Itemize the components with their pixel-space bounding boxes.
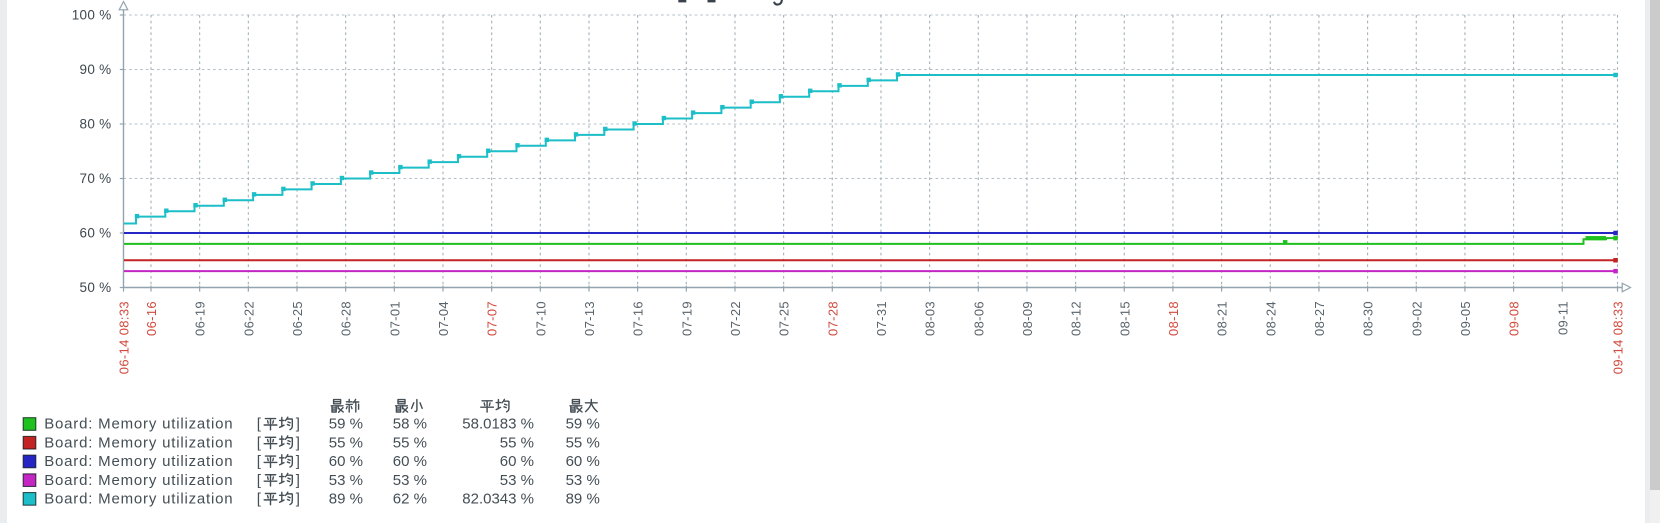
svg-text:08-30: 08-30 (1361, 301, 1376, 336)
svg-text:06-25: 06-25 (290, 301, 305, 336)
svg-text:07-01: 07-01 (387, 301, 402, 336)
svg-text:06-16: 06-16 (144, 301, 159, 336)
svg-text:55 %: 55 % (393, 434, 427, 451)
svg-text:[: [ (257, 453, 262, 470)
svg-text:]: ] (296, 416, 300, 433)
svg-text:]: ] (296, 434, 300, 451)
svg-text:]: ] (296, 490, 300, 507)
svg-text:Board: Memory utilization: Board: Memory utilization (44, 434, 233, 451)
svg-text:09-02: 09-02 (1409, 301, 1424, 336)
svg-text:09-14 08:33: 09-14 08:33 (1611, 301, 1626, 374)
svg-text:07-25: 07-25 (777, 301, 792, 336)
svg-text:09-05: 09-05 (1458, 301, 1473, 336)
svg-text:60 %: 60 % (80, 226, 112, 241)
svg-text:06-19: 06-19 (193, 301, 208, 336)
svg-text:07-22: 07-22 (728, 301, 743, 336)
svg-text:07-04: 07-04 (436, 301, 451, 336)
svg-text:55 %: 55 % (329, 434, 363, 451)
svg-text:07-13: 07-13 (582, 301, 597, 336)
svg-text:07-19: 07-19 (679, 301, 694, 336)
svg-text:[: [ (257, 472, 262, 489)
svg-text:82.0343 %: 82.0343 % (462, 490, 534, 507)
svg-text:07-16: 07-16 (631, 301, 646, 336)
svg-text:58 %: 58 % (393, 416, 427, 433)
svg-text:06-28: 06-28 (339, 301, 354, 336)
svg-text:[: [ (257, 416, 262, 433)
svg-text:08-27: 08-27 (1312, 301, 1327, 336)
svg-text:70 %: 70 % (80, 171, 112, 186)
svg-text:07-28: 07-28 (825, 301, 840, 336)
svg-text:08-06: 08-06 (971, 301, 986, 336)
svg-text:100 %: 100 % (72, 8, 112, 23)
svg-text:53 %: 53 % (500, 472, 534, 489)
svg-text:06-22: 06-22 (241, 301, 256, 336)
svg-text:Board: Memory utilization: Board: Memory utilization (44, 416, 233, 433)
svg-text:08-21: 08-21 (1215, 301, 1230, 336)
svg-text:60 %: 60 % (500, 453, 534, 470)
svg-text:60 %: 60 % (393, 453, 427, 470)
svg-text:59 %: 59 % (329, 416, 363, 433)
svg-text:[: [ (257, 434, 262, 451)
svg-text:07-10: 07-10 (533, 301, 548, 336)
svg-text:08-09: 08-09 (1020, 301, 1035, 336)
svg-text:55 %: 55 % (566, 434, 600, 451)
svg-text:07-31: 07-31 (874, 301, 889, 336)
svg-text:Board: Memory utilization: Board: Memory utilization (44, 490, 233, 507)
svg-text:80 %: 80 % (80, 117, 112, 132)
svg-text:08-15: 08-15 (1117, 301, 1132, 336)
svg-text:55 %: 55 % (500, 434, 534, 451)
svg-text:06-14 08:33: 06-14 08:33 (117, 301, 132, 374)
svg-text:60 %: 60 % (329, 453, 363, 470)
svg-text:89 %: 89 % (329, 490, 363, 507)
svg-text:59 %: 59 % (566, 416, 600, 433)
svg-text:53 %: 53 % (329, 472, 363, 489)
svg-text:Board: Memory utilization: Board: Memory utilization (44, 453, 233, 470)
svg-text:62 %: 62 % (393, 490, 427, 507)
svg-text:Board: Memory utilization: Board: Memory utilization (44, 472, 233, 489)
svg-text:[: [ (257, 490, 262, 507)
svg-text:09-08: 09-08 (1507, 301, 1522, 336)
svg-text:]: ] (296, 453, 300, 470)
svg-text:09-11: 09-11 (1555, 301, 1570, 335)
svg-text:07-07: 07-07 (485, 301, 500, 336)
svg-text:08-24: 08-24 (1263, 301, 1278, 336)
svg-text:60 %: 60 % (566, 453, 600, 470)
svg-text:50 %: 50 % (80, 280, 112, 295)
svg-text:90 %: 90 % (80, 62, 112, 77)
svg-text:58.0183 %: 58.0183 % (462, 416, 534, 433)
svg-text:53 %: 53 % (393, 472, 427, 489)
svg-text:]: ] (296, 472, 300, 489)
svg-text:08-18: 08-18 (1166, 301, 1181, 336)
svg-text:08-12: 08-12 (1069, 301, 1084, 336)
svg-text:53 %: 53 % (566, 472, 600, 489)
svg-text:89 %: 89 % (566, 490, 600, 507)
svg-text:08-03: 08-03 (923, 301, 938, 336)
